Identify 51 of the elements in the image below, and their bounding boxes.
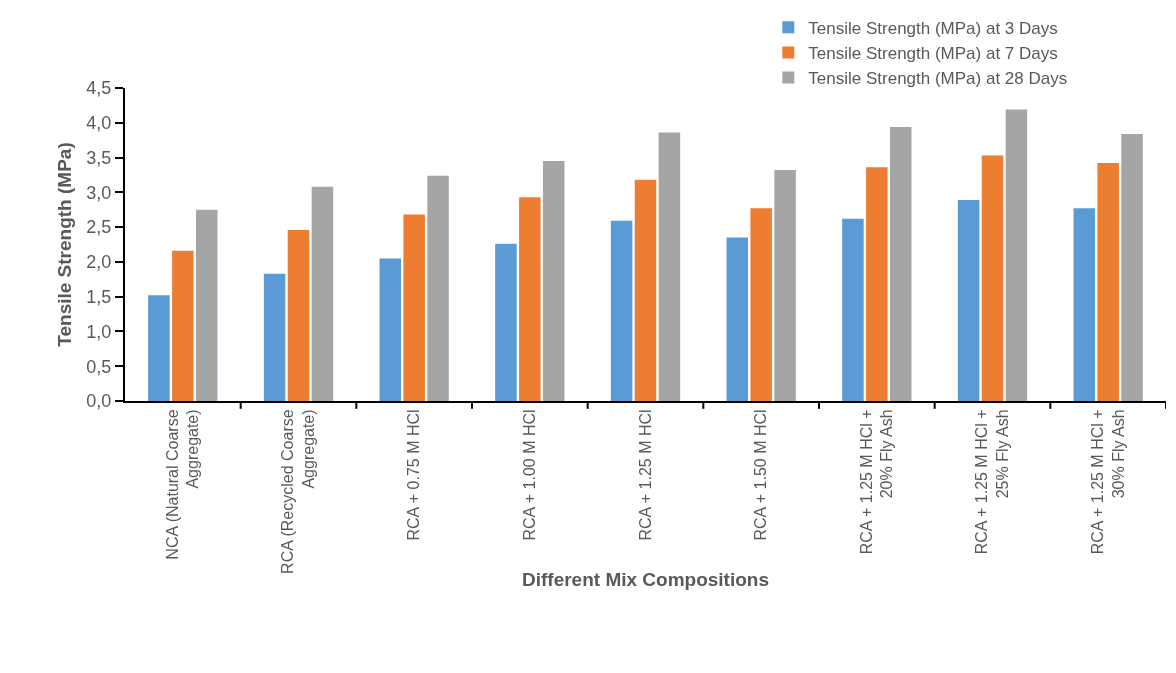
y-tick-label: 0,0 [86, 391, 112, 412]
y-tick-label: 4,0 [86, 113, 112, 134]
bar [658, 132, 681, 401]
bar [610, 220, 633, 401]
y-tick-label: 1,5 [86, 286, 112, 307]
y-tick-label: 0,5 [86, 356, 112, 377]
legend-label: Tensile Strength (MPa) at 28 Days [808, 69, 1068, 89]
bar [634, 179, 657, 401]
x-tick-label: RCA + 1.00 M HCl [521, 409, 539, 541]
bar [1097, 163, 1119, 401]
bar [427, 175, 449, 401]
legend-label: Tensile Strength (MPa) at 3 Days [808, 18, 1058, 38]
bar [195, 209, 218, 401]
bar [519, 197, 541, 401]
legend-label: Tensile Strength (MPa) at 7 Days [808, 44, 1058, 64]
bar [172, 250, 194, 401]
bar [981, 155, 1004, 401]
x-tick-label: RCA + 1.50 M HCl [752, 409, 770, 541]
bar [311, 186, 334, 401]
y-tick-label: 1,0 [86, 321, 112, 342]
bar [542, 161, 565, 401]
bar [957, 199, 980, 401]
bar [379, 258, 402, 401]
bar [1005, 109, 1028, 401]
bar [750, 208, 772, 401]
bar [866, 167, 888, 401]
bar [726, 237, 749, 401]
bar [842, 218, 864, 401]
x-tick-label: RCA + 1.25 M HCl + 20% Fly Ash [857, 409, 896, 555]
x-tick-label: NCA (Natural Coarse Aggregate) [163, 409, 202, 560]
y-tick-label: 3,5 [86, 147, 112, 168]
y-tick-label: 2,5 [86, 217, 112, 238]
bar [1121, 133, 1143, 401]
bar [148, 295, 170, 401]
bar [495, 243, 517, 401]
bar [287, 229, 310, 401]
y-axis-title: Tensile Strength (MPa) [53, 142, 75, 347]
bar [403, 214, 425, 401]
bar [263, 273, 286, 401]
x-tick-label: RCA + 1.25 M HCl + 25% Fly Ash [973, 409, 1012, 555]
bar [774, 170, 796, 401]
x-tick-label: RCA + 1.25 M HCl [636, 409, 654, 541]
bar [889, 126, 912, 401]
bar [1073, 208, 1096, 401]
x-tick-label: RCA (Recycled Coarse Aggregate) [279, 409, 318, 574]
y-tick-label: 4,5 [86, 78, 112, 99]
x-tick-label: RCA + 1.25 M HCl + 30% Fly Ash [1088, 409, 1127, 555]
y-tick-label: 3,0 [86, 182, 112, 203]
x-tick-label: RCA + 0.75 M HCl [405, 409, 423, 541]
y-tick-label: 2,0 [86, 252, 112, 273]
x-axis-title: Different Mix Compositions [521, 569, 770, 591]
